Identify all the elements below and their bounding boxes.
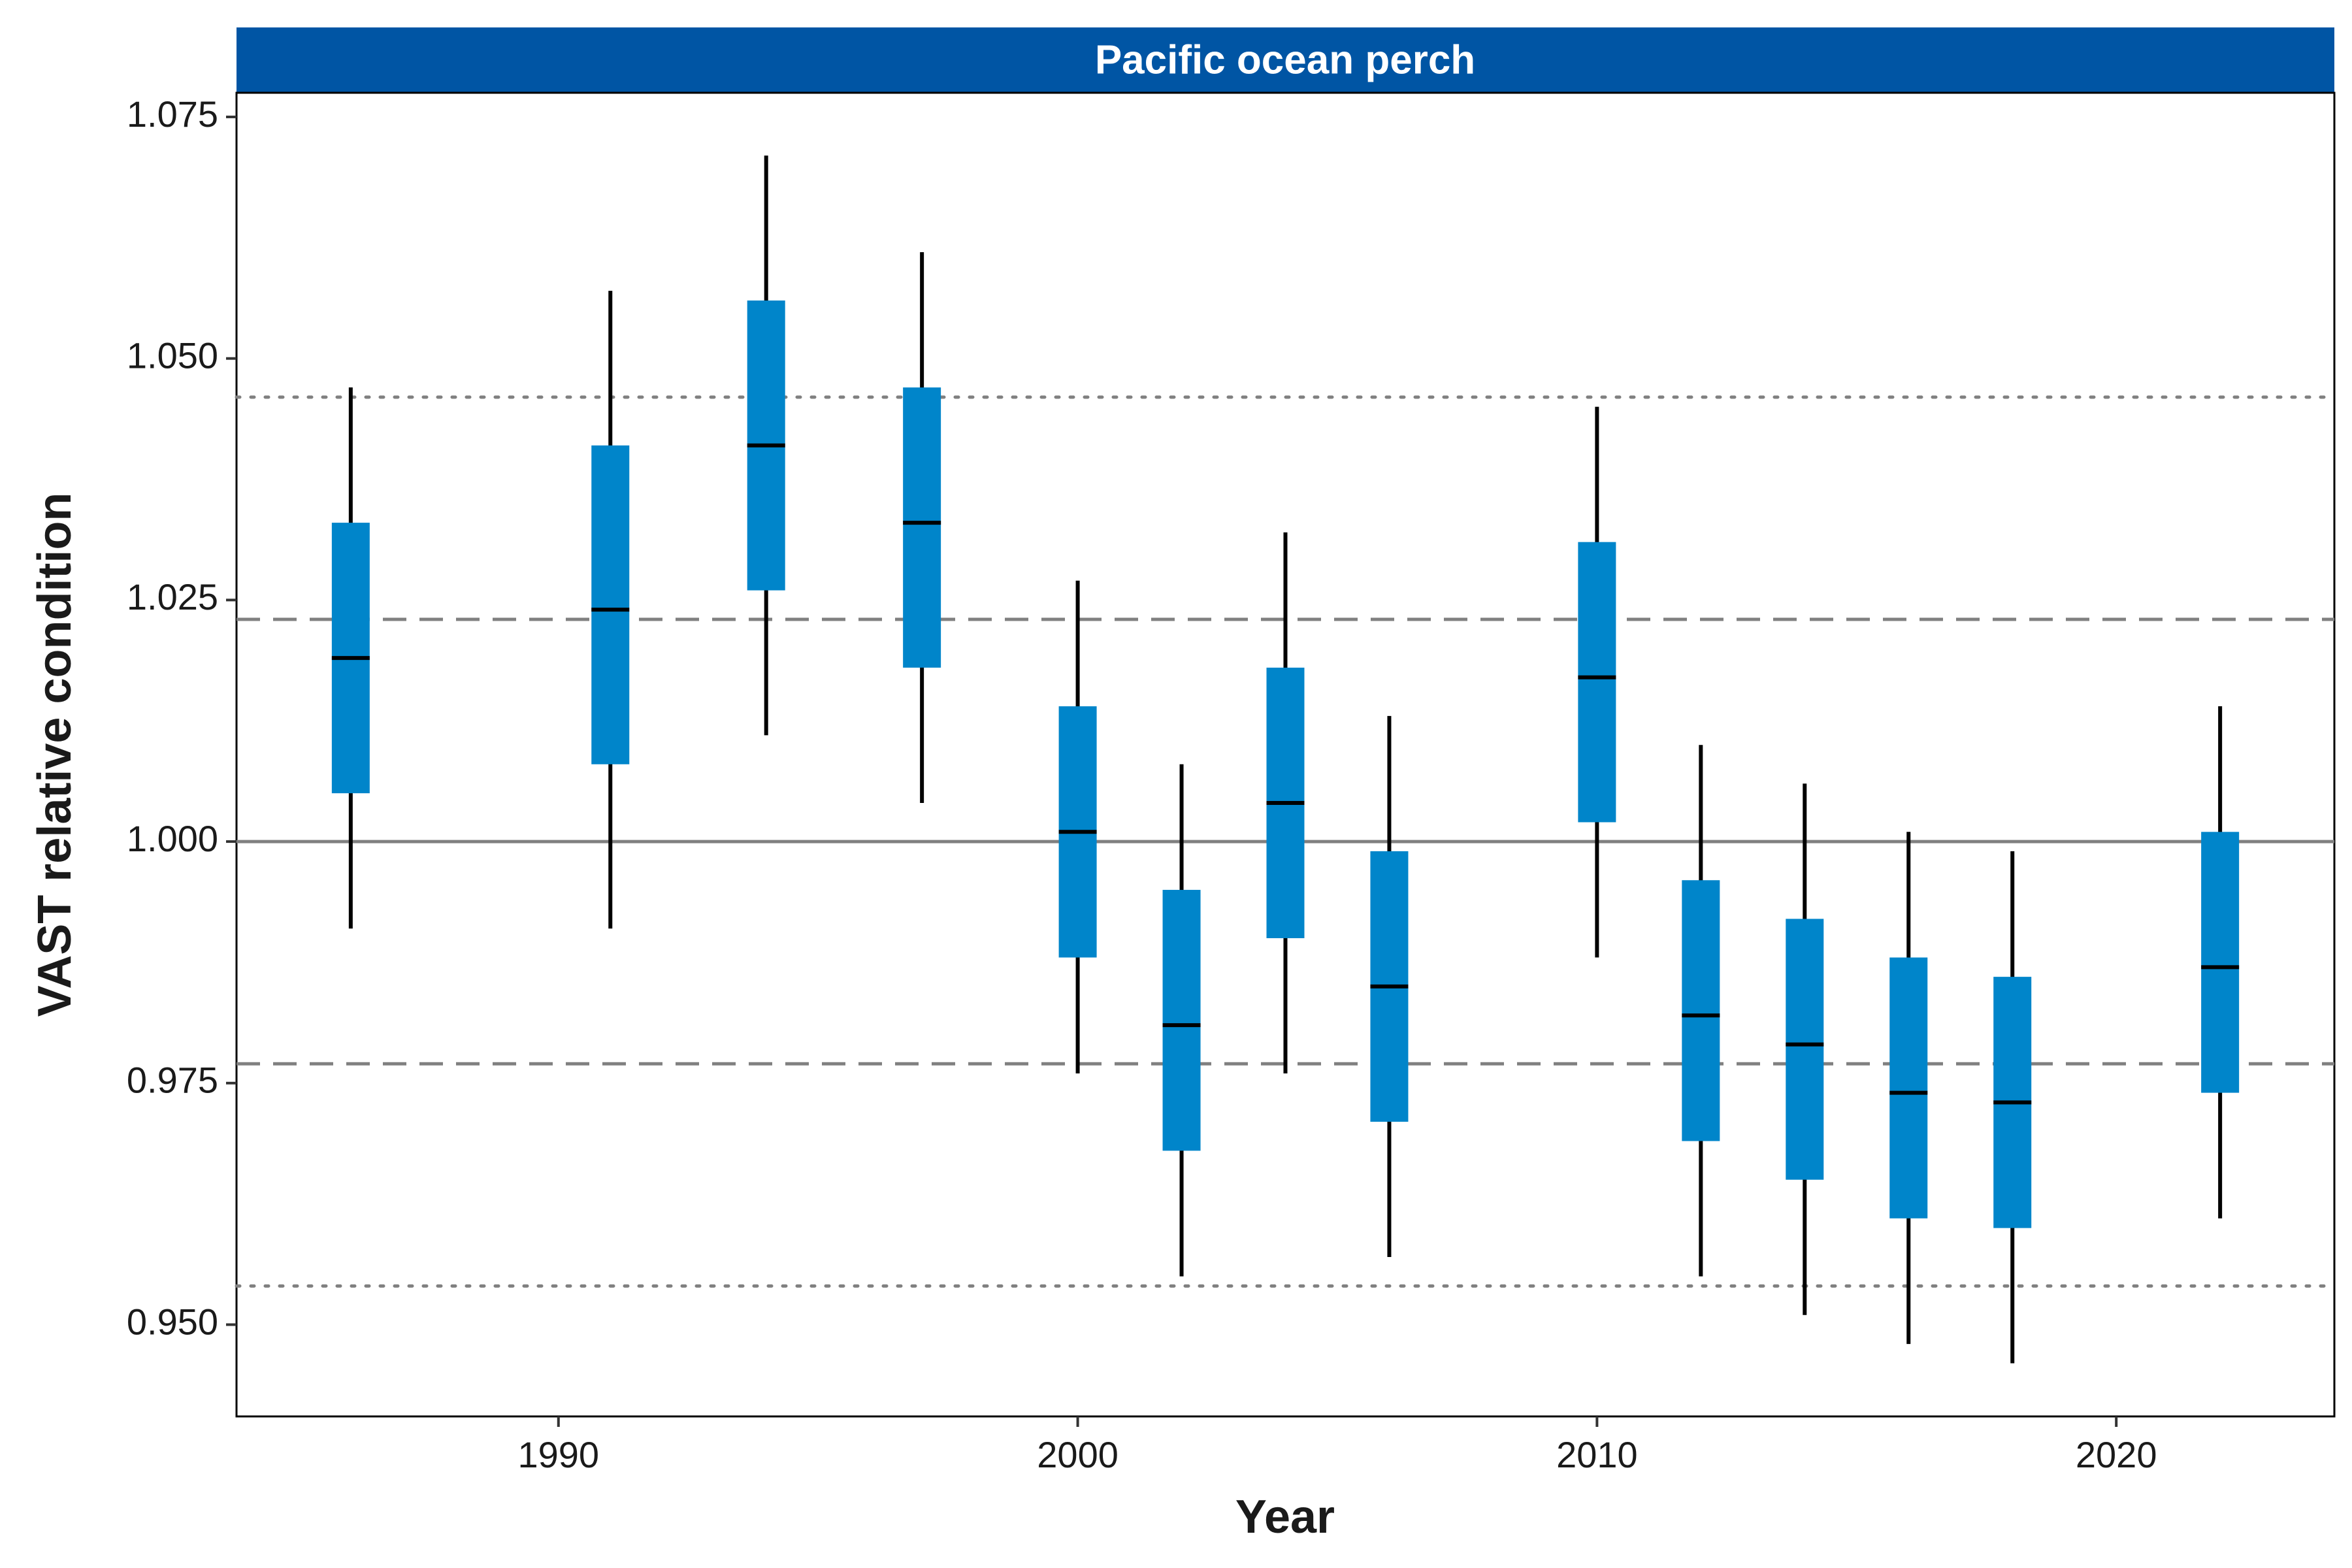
box-2010 [1578, 406, 1616, 958]
box-series [331, 155, 2240, 1364]
box-body [1786, 919, 1824, 1180]
box-body [1578, 542, 1616, 823]
box-body [591, 445, 630, 764]
y-tick-label: 1.000 [127, 818, 218, 859]
box-2014 [1786, 783, 1824, 1315]
box-1986 [331, 387, 370, 929]
box-body [903, 387, 941, 668]
x-tick-label: 2020 [2076, 1434, 2157, 1475]
x-axis: 1990 2000 2010 2020 [517, 1416, 2157, 1475]
box-2022 [2201, 706, 2240, 1218]
y-axis-title: VAST relative condition [29, 493, 81, 1017]
box-2018 [1993, 851, 2032, 1364]
y-tick-label: 0.950 [127, 1301, 218, 1342]
box-body [1162, 890, 1201, 1151]
box-body [1889, 957, 1928, 1218]
box-2002 [1162, 764, 1201, 1277]
y-tick-label: 0.975 [127, 1060, 218, 1101]
y-tick-label: 1.050 [127, 335, 218, 376]
box-1997 [903, 252, 941, 803]
box-body [1682, 880, 1720, 1141]
x-axis-title: Year [1235, 1491, 1335, 1543]
box-2004 [1266, 532, 1305, 1074]
y-tick-label: 1.075 [127, 93, 218, 135]
box-1991 [591, 291, 630, 929]
box-body [2201, 832, 2240, 1093]
box-2006 [1370, 715, 1409, 1257]
y-tick-label: 1.025 [127, 576, 218, 617]
box-2012 [1682, 745, 1720, 1277]
y-axis: 0.950 0.975 1.000 1.025 1.050 1.075 [127, 93, 237, 1342]
box-1994 [747, 155, 785, 736]
x-tick-label: 2000 [1037, 1434, 1119, 1475]
box-2000 [1058, 580, 1097, 1074]
x-tick-label: 2010 [1556, 1434, 1638, 1475]
x-tick-label: 1990 [517, 1434, 599, 1475]
box-2016 [1889, 832, 1928, 1345]
panel-strip [237, 27, 2334, 93]
panel-title: Pacific ocean perch [1095, 37, 1475, 82]
plot-panel-border [235, 91, 2336, 1418]
